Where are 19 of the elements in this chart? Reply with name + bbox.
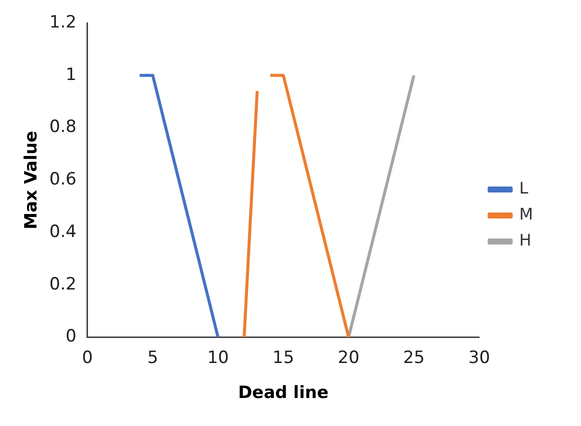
x-tick-label: 10	[207, 348, 229, 368]
x-tick-label: 0	[82, 348, 93, 368]
x-axis-title: Dead line	[238, 383, 329, 404]
x-tick-label: 15	[272, 348, 294, 368]
legend-label: M	[519, 204, 534, 224]
x-tick-label: 30	[468, 348, 490, 368]
y-tick-label: 0.2	[49, 274, 76, 294]
x-tick-label: 25	[403, 348, 425, 368]
y-axis-title: Max Value	[22, 130, 42, 230]
y-tick-label: 1	[66, 64, 76, 85]
legend-label: H	[519, 230, 532, 250]
x-tick-label: 20	[338, 348, 360, 368]
x-tick-label: 5	[147, 348, 158, 368]
y-tick-label: 0.6	[49, 170, 76, 190]
y-tick-label: 0.4	[49, 222, 76, 242]
legend-label: L	[519, 178, 528, 198]
y-tick-label: 0	[66, 326, 76, 347]
y-tick-label: 0.8	[49, 117, 76, 138]
y-tick-label: 1.2	[49, 12, 76, 32]
